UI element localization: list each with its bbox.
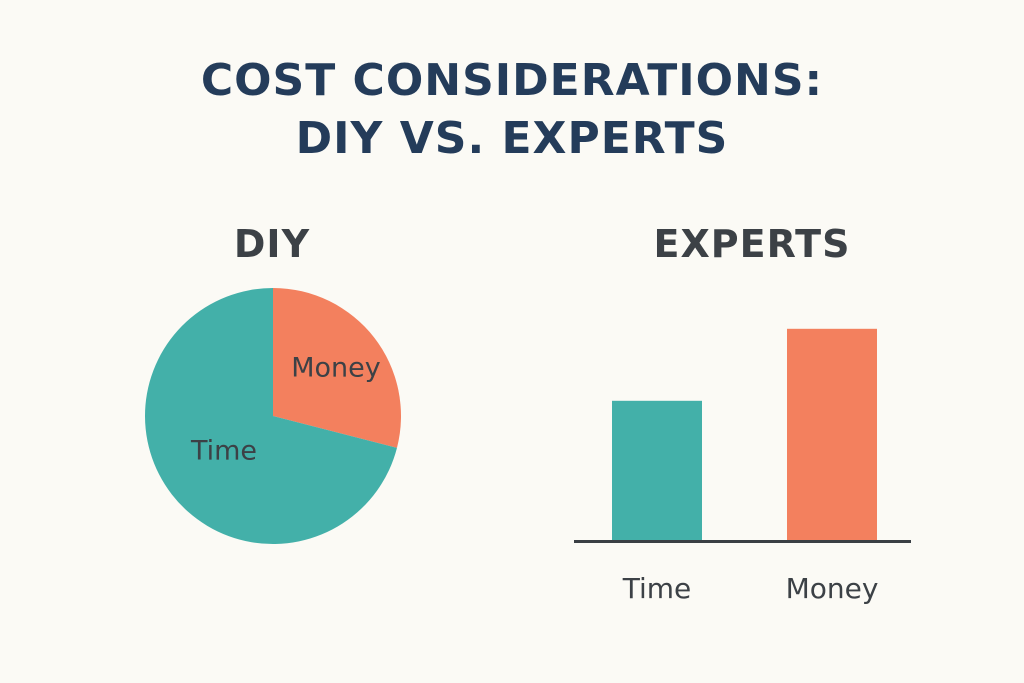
pie-label-money: Money — [291, 353, 381, 384]
bar-time — [612, 400, 702, 540]
x-tick-label-money: Money — [786, 572, 879, 605]
bar-money — [787, 328, 877, 540]
diy-chart-title: DIY — [233, 222, 311, 266]
title-line-2: DIY VS. EXPERTS — [295, 113, 729, 164]
diy-pie-chart: Money Time — [145, 288, 402, 544]
pie-label-time: Time — [190, 436, 257, 467]
experts-bar-chart: Time Money — [574, 328, 911, 605]
experts-chart-title: EXPERTS — [653, 222, 851, 266]
page-title: COST CONSIDERATIONS: DIY VS. EXPERTS — [0, 52, 1024, 168]
pie-slice-time — [145, 288, 397, 544]
pie-slice-money — [273, 288, 402, 448]
x-tick-label-time: Time — [622, 572, 692, 605]
title-line-1: COST CONSIDERATIONS: — [200, 55, 824, 106]
